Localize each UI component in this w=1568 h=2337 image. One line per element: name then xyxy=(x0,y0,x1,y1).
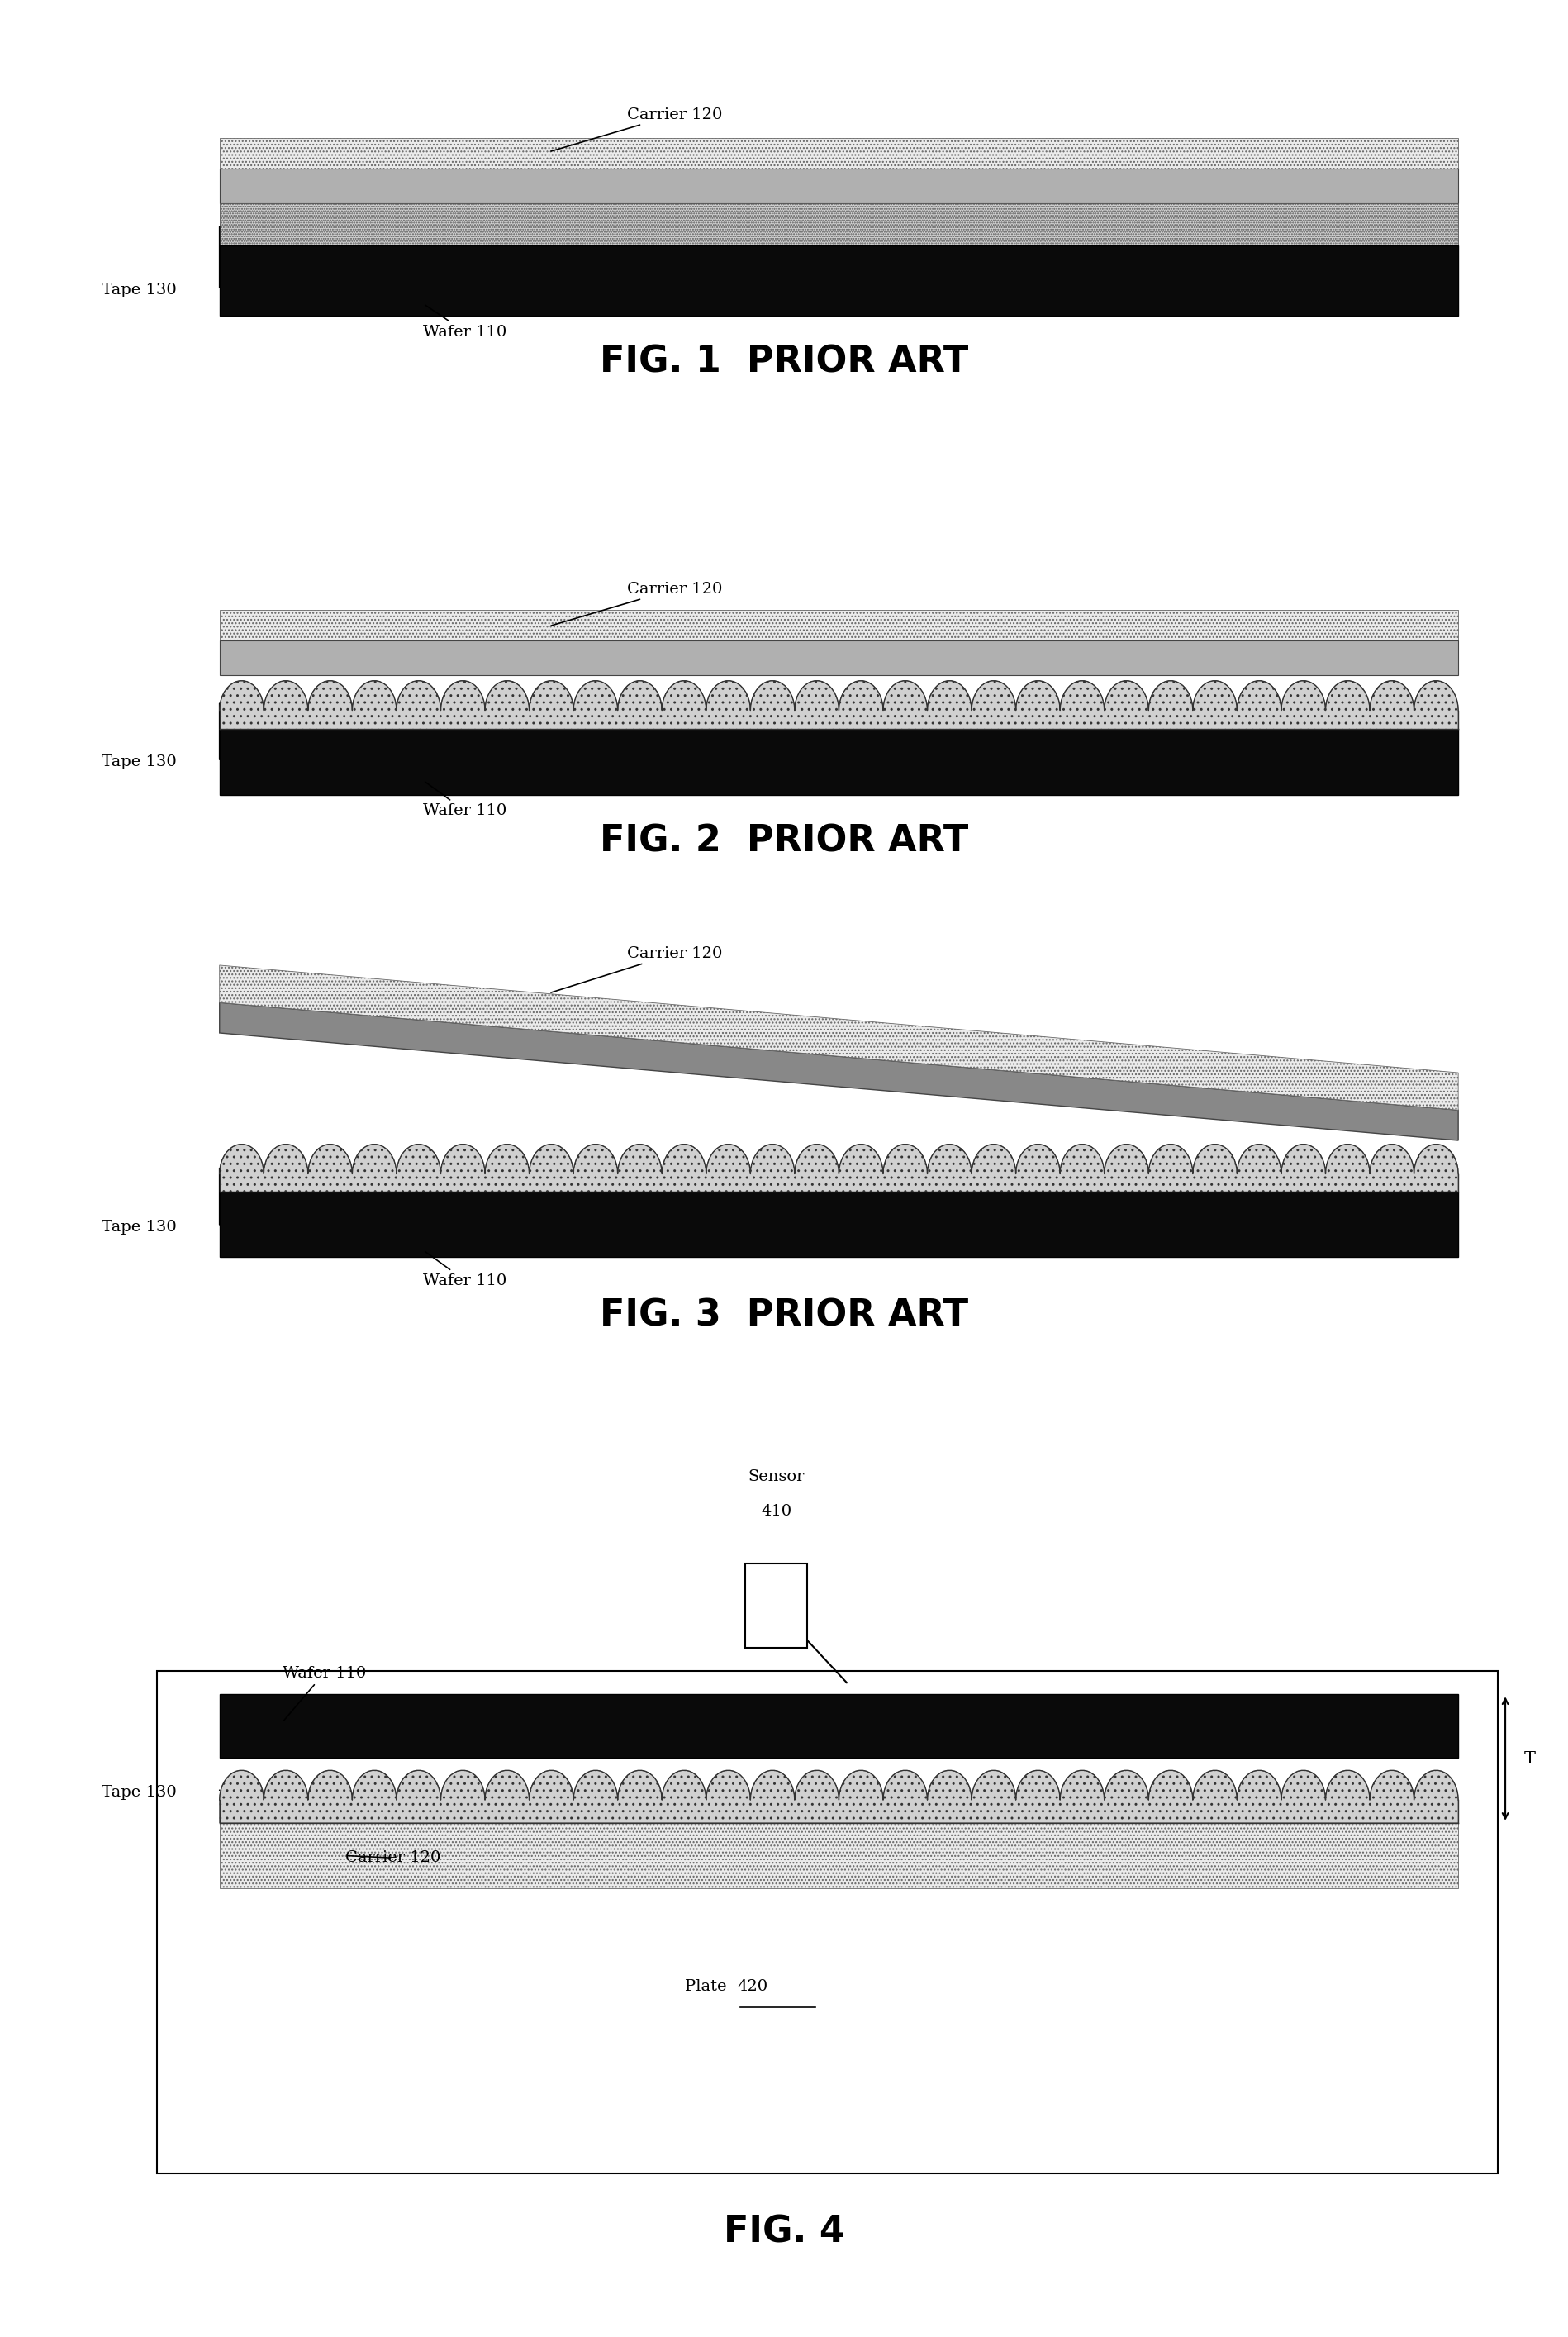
Text: Wafer 110: Wafer 110 xyxy=(282,1666,365,1720)
Bar xyxy=(220,138,1458,168)
Text: Sensor: Sensor xyxy=(748,1470,804,1484)
Text: FIG. 4: FIG. 4 xyxy=(723,2213,845,2251)
Bar xyxy=(220,1694,1458,1757)
Text: Carrier 120: Carrier 120 xyxy=(550,582,723,626)
Text: FIG. 3  PRIOR ART: FIG. 3 PRIOR ART xyxy=(599,1297,969,1334)
Bar xyxy=(220,729,1458,795)
Text: Carrier 120: Carrier 120 xyxy=(345,1851,441,1865)
Bar xyxy=(220,1823,1458,1888)
Text: Tape 130: Tape 130 xyxy=(102,283,177,297)
Bar xyxy=(220,1192,1458,1257)
Text: Wafer 110: Wafer 110 xyxy=(423,1253,506,1288)
Polygon shape xyxy=(220,1771,1458,1823)
Text: Carrier 120: Carrier 120 xyxy=(550,946,723,993)
Bar xyxy=(745,1563,808,1648)
Text: Tape 130: Tape 130 xyxy=(102,1785,177,1799)
Text: Tape 130: Tape 130 xyxy=(102,1220,177,1234)
Text: Tape 130: Tape 130 xyxy=(102,755,177,769)
Text: T: T xyxy=(1524,1750,1535,1767)
Text: 410: 410 xyxy=(760,1505,792,1519)
Bar xyxy=(157,1671,1497,2173)
Polygon shape xyxy=(220,1145,1458,1192)
Polygon shape xyxy=(220,1003,1458,1140)
Text: FIG. 1  PRIOR ART: FIG. 1 PRIOR ART xyxy=(599,344,969,381)
Bar xyxy=(220,640,1458,675)
Text: 420: 420 xyxy=(737,1979,768,1993)
Text: Carrier 120: Carrier 120 xyxy=(550,108,723,152)
Bar xyxy=(220,245,1458,315)
Text: Wafer 110: Wafer 110 xyxy=(423,306,506,339)
Text: FIG. 2  PRIOR ART: FIG. 2 PRIOR ART xyxy=(599,823,969,860)
Bar xyxy=(220,203,1458,245)
Bar xyxy=(220,610,1458,640)
Polygon shape xyxy=(220,680,1458,729)
Polygon shape xyxy=(220,965,1458,1110)
Bar xyxy=(220,168,1458,203)
Text: Wafer 110: Wafer 110 xyxy=(423,783,506,818)
Text: Plate: Plate xyxy=(685,1979,737,1993)
